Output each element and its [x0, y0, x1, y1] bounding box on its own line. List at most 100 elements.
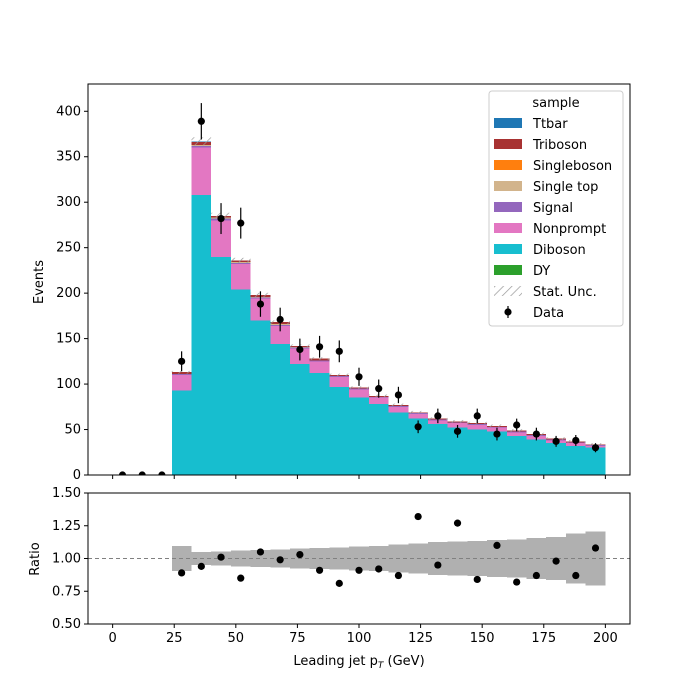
bar-diboson — [388, 412, 409, 475]
ratio-unc-bin — [250, 549, 271, 568]
legend-label-singleboson: Singleboson — [533, 159, 612, 174]
ratio-point — [178, 569, 186, 577]
bar-signal — [309, 360, 330, 362]
main-y-axis: 0 50 100 150 200 250 300 350 400 — [56, 104, 88, 483]
legend-swatch-singleboson — [494, 160, 522, 170]
x-axis-label: Leading jet pT (GeV) — [293, 654, 424, 671]
ratio-y-axis: 0.50 0.75 1.00 1.25 1.50 — [52, 486, 88, 632]
ratio-point — [473, 575, 481, 584]
bar-nonprompt — [329, 376, 350, 387]
data-point — [532, 430, 540, 438]
data-point — [217, 214, 225, 223]
ratio-unc-bin — [329, 547, 350, 570]
y-tick-label: 400 — [56, 104, 81, 119]
data-point — [453, 427, 462, 435]
bar-diboson — [211, 256, 231, 475]
bar-nonprompt — [270, 325, 291, 345]
stat-unc-hatch — [329, 373, 350, 377]
ratio-point — [591, 544, 600, 552]
bar-diboson — [467, 429, 488, 475]
y-tick-label: 250 — [56, 241, 81, 256]
data-points — [118, 103, 600, 475]
bar-diboson — [408, 418, 428, 475]
ratio-y-tick-label: 0.75 — [52, 584, 81, 599]
bar-diboson — [309, 373, 330, 475]
legend-swatch-nonprompt — [494, 223, 522, 233]
legend-frame — [488, 90, 624, 327]
bar-single-top — [191, 144, 212, 146]
legend-swatch-stat-unc — [494, 286, 522, 296]
bar-nonprompt — [467, 424, 488, 430]
bar-diboson — [349, 397, 369, 475]
x-tick-label: 125 — [408, 631, 433, 646]
x-tick-label: 100 — [347, 631, 372, 646]
data-point — [315, 343, 324, 351]
legend-title: sample — [532, 96, 579, 111]
bar-nonprompt — [191, 147, 212, 195]
legend-label-stat-unc: Stat. Unc. — [533, 285, 597, 300]
ratio-unc-bin — [427, 542, 448, 575]
y-axis-label: Events — [32, 260, 47, 304]
ratio-y-tick-label: 1.25 — [52, 519, 81, 534]
stat-unc-hatch — [309, 357, 330, 361]
legend-swatch-data — [504, 308, 512, 316]
bar-nonprompt — [309, 361, 330, 374]
ratio-unc-bin — [349, 546, 369, 571]
ratio-point — [453, 519, 462, 527]
bar-nonprompt — [211, 220, 231, 257]
ratio-y-axis-label: Ratio — [28, 542, 43, 575]
bar-diboson — [546, 443, 566, 475]
ratio-point — [532, 571, 540, 580]
stat-unc-hatch — [191, 137, 212, 146]
y-tick-label: 300 — [56, 195, 81, 210]
legend-swatch-diboson — [494, 244, 522, 254]
ratio-point — [375, 565, 383, 573]
y-tick-label: 50 — [64, 423, 81, 438]
data-point — [237, 219, 245, 227]
legend-swatch-single-top — [494, 181, 522, 191]
legend-label-single-top: Single top — [533, 180, 598, 195]
x-tick-label: 75 — [289, 631, 306, 646]
ratio-point — [335, 579, 343, 587]
legend-label-signal: Signal — [533, 201, 573, 216]
main-plot — [118, 103, 606, 475]
legend-label-data: Data — [533, 306, 564, 321]
bar-diboson — [230, 289, 251, 475]
ratio-unc-bin — [467, 540, 488, 577]
bar-diboson — [250, 320, 271, 475]
data-point — [394, 391, 403, 399]
data-point — [572, 436, 580, 445]
legend-swatch-dy — [494, 265, 522, 275]
ratio-point — [414, 512, 422, 521]
data-point — [138, 471, 146, 475]
legend-swatch-ttbar — [494, 118, 522, 128]
stacked-histogram — [171, 141, 606, 475]
bar-signal — [230, 263, 251, 265]
legend-swatch-triboson — [494, 139, 522, 149]
data-point — [434, 412, 442, 420]
y-tick-label: 100 — [56, 377, 81, 392]
data-point — [513, 421, 521, 429]
bar-diboson — [270, 344, 291, 475]
ratio-point — [256, 548, 265, 556]
bar-diboson — [526, 439, 547, 475]
ratio-point — [394, 571, 403, 580]
data-point — [296, 345, 304, 354]
ratio-point — [513, 578, 521, 586]
bar-diboson — [427, 424, 448, 475]
ratio-point — [296, 550, 304, 559]
y-tick-label: 150 — [56, 332, 81, 347]
legend-label-nonprompt: Nonprompt — [533, 222, 606, 237]
stat-unc-hatch — [230, 257, 251, 263]
ratio-point — [237, 574, 245, 582]
bar-diboson — [506, 435, 527, 475]
ratio-plot — [88, 512, 630, 587]
x-tick-label: 50 — [228, 631, 245, 646]
data-point — [118, 471, 127, 475]
data-point — [158, 471, 166, 475]
stat-unc-hatch — [388, 403, 409, 407]
bar-nonprompt — [408, 414, 428, 419]
legend-label-diboson: Diboson — [533, 243, 586, 258]
data-point — [197, 117, 205, 125]
